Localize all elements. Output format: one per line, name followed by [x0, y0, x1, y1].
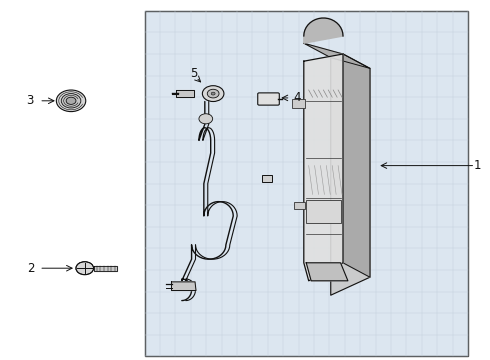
Circle shape — [61, 94, 81, 108]
Bar — [292, 99, 305, 108]
Circle shape — [202, 86, 224, 102]
Circle shape — [56, 90, 86, 112]
Bar — [306, 200, 341, 223]
Polygon shape — [306, 263, 348, 281]
Text: 5: 5 — [190, 67, 197, 80]
Polygon shape — [304, 18, 343, 43]
Polygon shape — [343, 54, 370, 277]
Circle shape — [76, 262, 94, 275]
Text: 4: 4 — [293, 91, 300, 104]
Circle shape — [211, 92, 215, 95]
Polygon shape — [172, 282, 196, 291]
Bar — [294, 202, 305, 209]
Polygon shape — [331, 58, 370, 295]
Circle shape — [66, 97, 76, 104]
Text: 1: 1 — [474, 159, 482, 172]
Text: 2: 2 — [26, 262, 34, 275]
FancyBboxPatch shape — [258, 93, 279, 105]
Bar — [262, 175, 272, 182]
Circle shape — [199, 114, 213, 124]
Circle shape — [207, 89, 219, 98]
Polygon shape — [304, 54, 343, 281]
Polygon shape — [94, 266, 117, 271]
Bar — [145, 11, 468, 356]
Text: 3: 3 — [25, 94, 33, 107]
Polygon shape — [304, 43, 370, 68]
Polygon shape — [176, 90, 194, 97]
